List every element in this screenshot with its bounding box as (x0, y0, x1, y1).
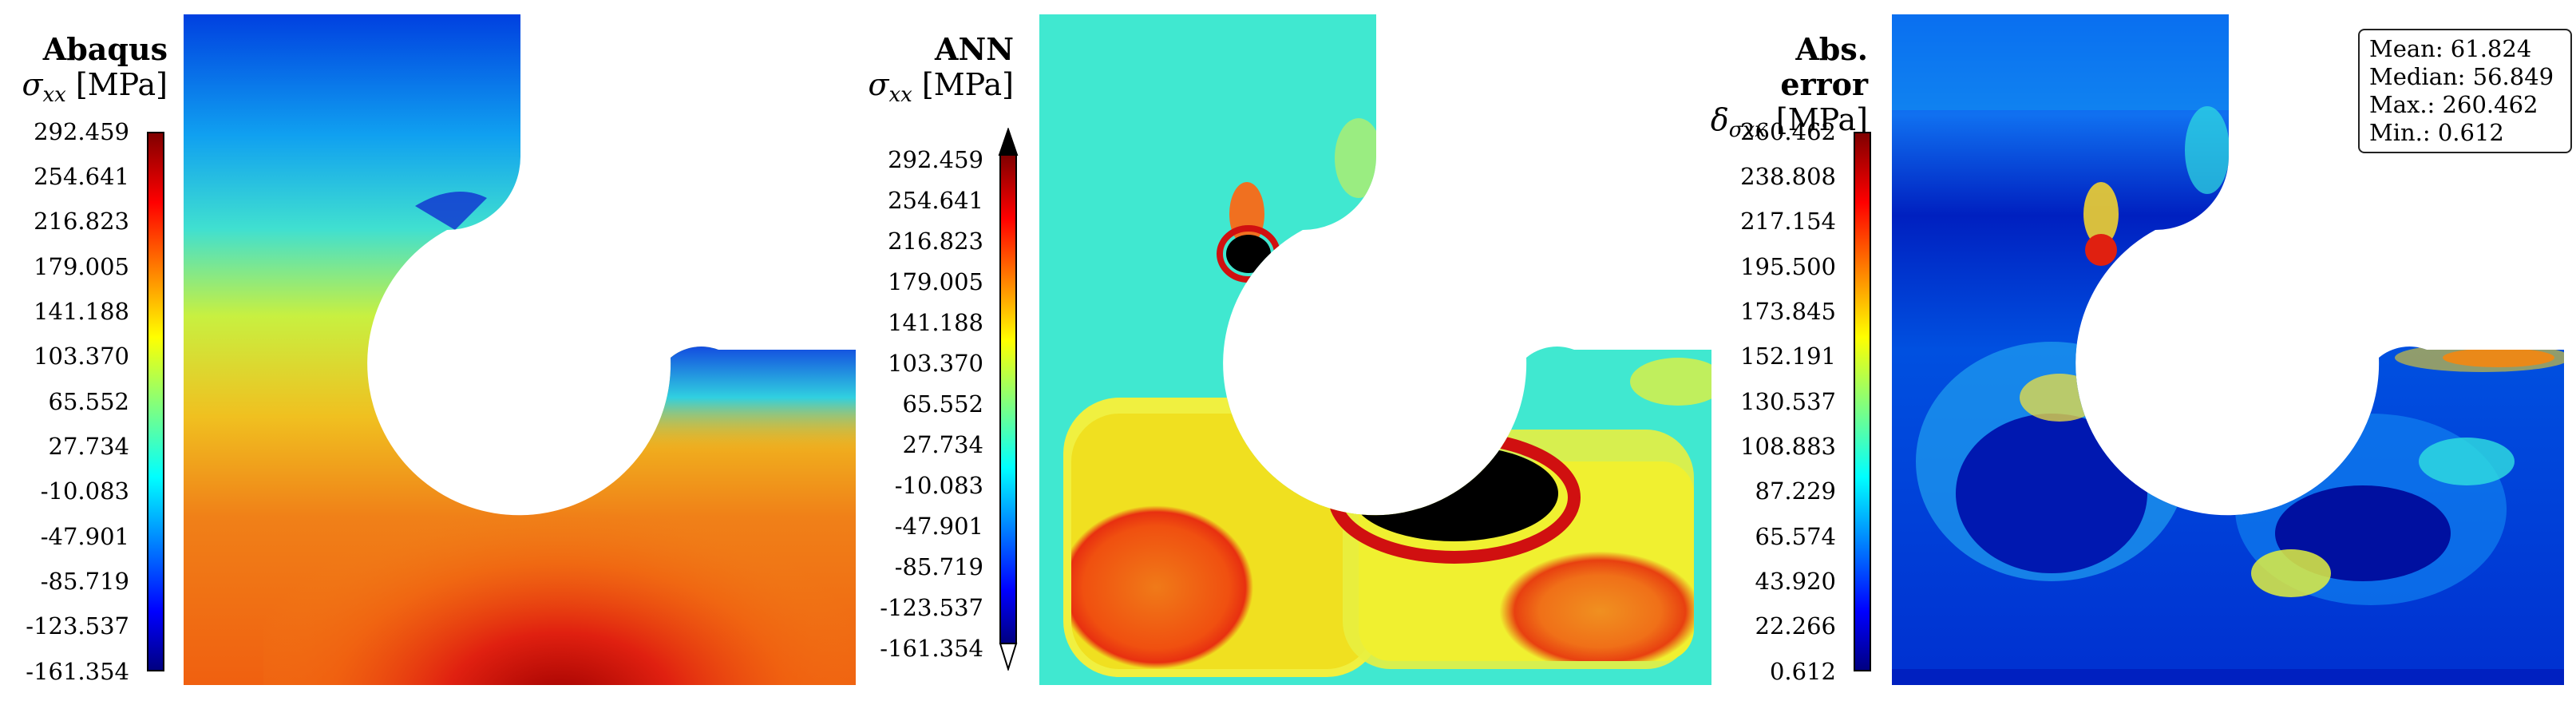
tick-label: 65.552 (48, 388, 129, 415)
tick-label: -123.537 (26, 612, 129, 640)
colorbar-title: Abaqus σxx [MPa] (0, 32, 168, 113)
tick-label: 195.500 (1740, 253, 1836, 280)
tick-label: 217.154 (1740, 208, 1836, 235)
quantity-subscript: xx (888, 83, 912, 107)
colorbar-title: Abs. error δσxx [MPa] (1708, 32, 1868, 148)
tick-label: 216.823 (888, 228, 983, 255)
tick-label: 152.191 (1740, 343, 1836, 370)
panel-abaqus: Abaqus σxx [MPa] 292.459 254.641 216.823… (0, 0, 856, 701)
tick-label: -47.901 (894, 513, 983, 540)
tick-label: 260.462 (1740, 118, 1836, 145)
tick-label: 292.459 (34, 118, 129, 145)
tick-label: 103.370 (888, 350, 983, 377)
stress-field-ann (1039, 14, 1711, 685)
panel-title: Abaqus (42, 31, 168, 67)
tick-label: 254.641 (34, 163, 129, 190)
unit-label: [MPa] (921, 67, 1014, 102)
tick-label: 179.005 (888, 268, 983, 295)
tick-label: 216.823 (34, 208, 129, 235)
colorbar-extended (998, 128, 1019, 671)
stat-mean: Mean: 61.824 (2369, 35, 2532, 62)
stat-min: Min.: 0.612 (2369, 119, 2504, 146)
tick-label: -85.719 (40, 568, 129, 595)
tick-label: -85.719 (894, 553, 983, 580)
tick-label: 87.229 (1755, 477, 1836, 505)
tick-label: -161.354 (26, 658, 129, 685)
tick-label: -10.083 (894, 472, 983, 499)
colorbar-tick-labels: 260.462 238.808 217.154 195.500 173.845 … (1708, 118, 1836, 685)
colorbar-title: ANN σxx [MPa] (854, 32, 1014, 113)
tick-label: 43.920 (1755, 568, 1836, 595)
stress-field-abaqus (184, 14, 856, 685)
error-field (1892, 14, 2564, 685)
tick-label: 254.641 (888, 187, 983, 214)
colorbar (147, 132, 164, 671)
tick-label: 179.005 (34, 253, 129, 280)
quantity-subscript: xx (42, 83, 66, 107)
tick-label: 65.552 (902, 390, 983, 418)
stat-median: Median: 56.849 (2369, 63, 2554, 90)
quantity-symbol: σ (868, 67, 889, 102)
tick-label: -123.537 (880, 594, 983, 621)
quantity-symbol: δ (1710, 102, 1729, 137)
quantity-symbol: σ (22, 67, 43, 102)
tick-label: 238.808 (1740, 163, 1836, 190)
panel-ann: ANN σxx [MPa] 292.459 254.641 216.823 17… (854, 0, 1711, 701)
colorbar-tick-labels: 292.459 254.641 216.823 179.005 141.188 … (0, 118, 129, 685)
quantity-subscript: σxx (1728, 118, 1767, 142)
tick-label: 65.574 (1755, 523, 1836, 550)
colorbar (1854, 132, 1871, 671)
tick-label: 22.266 (1755, 612, 1836, 640)
tick-label: -10.083 (40, 477, 129, 505)
colorbar-tick-labels: 292.459 254.641 216.823 179.005 141.188 … (854, 146, 983, 662)
tick-label: 108.883 (1740, 433, 1836, 460)
tick-label: 130.537 (1740, 388, 1836, 415)
tick-label: 27.734 (902, 431, 983, 458)
tick-label: 141.188 (888, 309, 983, 336)
tick-label: -47.901 (40, 523, 129, 550)
panel-abs-error: Abs. error δσxx [MPa] 260.462 238.808 21… (1708, 0, 2576, 701)
unit-label: [MPa] (1775, 102, 1868, 137)
tick-label: -161.354 (880, 635, 983, 662)
statistics-box: Mean: 61.824 Median: 56.849 Max.: 260.46… (2358, 29, 2572, 153)
tick-label: 173.845 (1740, 298, 1836, 325)
unit-label: [MPa] (75, 67, 168, 102)
tick-label: 292.459 (888, 146, 983, 173)
stat-max: Max.: 260.462 (2369, 91, 2538, 118)
panel-title: Abs. error (1780, 31, 1868, 102)
panel-title: ANN (935, 31, 1014, 67)
tick-label: 27.734 (48, 433, 129, 460)
tick-label: 0.612 (1769, 658, 1836, 685)
tick-label: 103.370 (34, 343, 129, 370)
tick-label: 141.188 (34, 298, 129, 325)
